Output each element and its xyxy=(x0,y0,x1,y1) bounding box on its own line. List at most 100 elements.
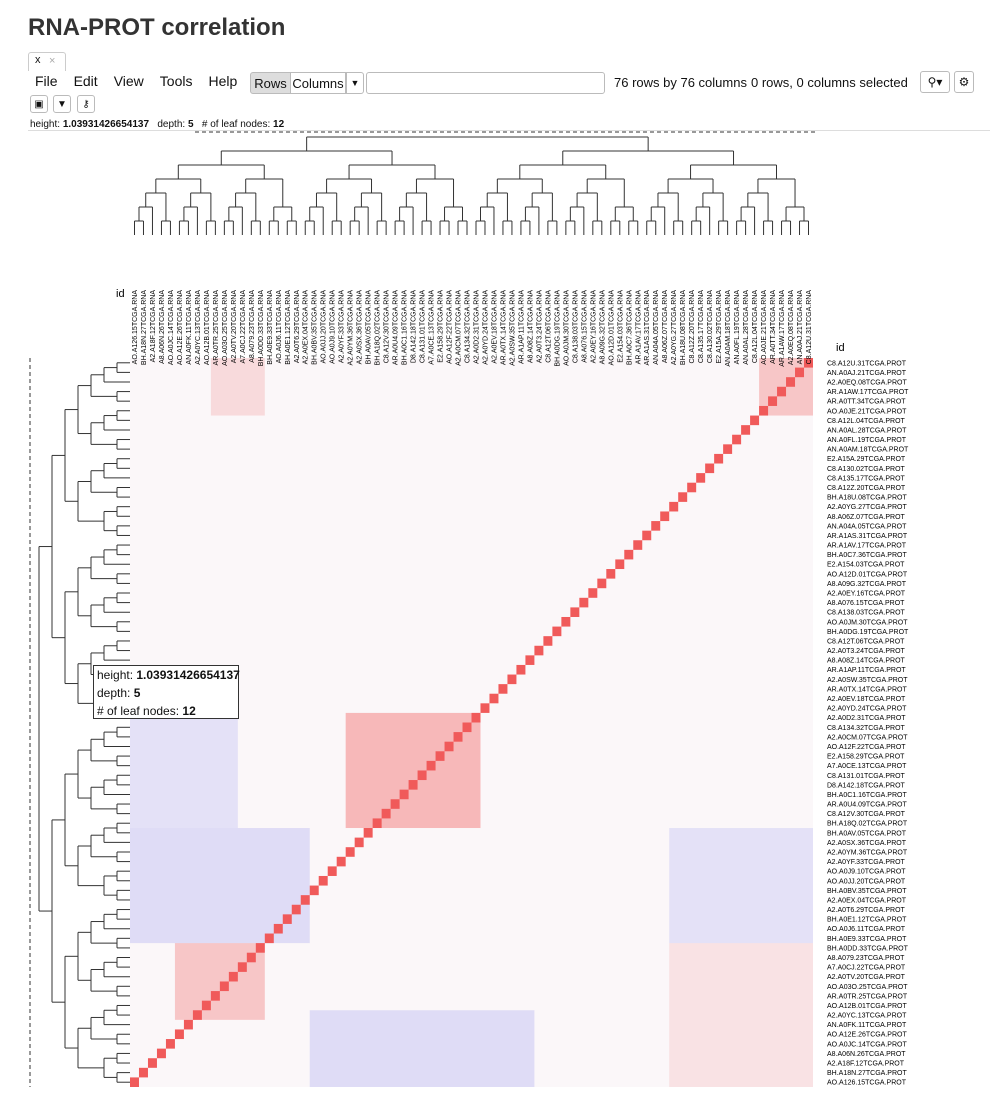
row-label: AR.A1AW.17TCGA.PROT xyxy=(827,389,909,396)
row-label: AR.A0TX.14TCGA.PROT xyxy=(827,686,907,693)
column-label: BH.A0E1.12TCGA.RNA xyxy=(285,290,292,365)
diagonal-cell xyxy=(615,559,625,570)
menu-item[interactable]: Tools xyxy=(159,73,193,89)
heatmap-region xyxy=(345,712,481,829)
menu-item[interactable]: Edit xyxy=(73,73,98,89)
key-button[interactable]: ⚷ xyxy=(77,95,95,113)
column-label: C8.A138.03TCGA.RNA xyxy=(572,290,579,363)
column-label: AO.A12D.01TCGA.RNA xyxy=(608,290,615,366)
diagonal-cell xyxy=(318,875,328,886)
row-label: A2.A0D2.31TCGA.PROT xyxy=(827,715,906,722)
dropdown[interactable]: ▼ xyxy=(346,72,364,94)
row-label: A8.A06N.26TCGA.PROT xyxy=(827,1051,906,1058)
column-label: AO.A0JM.30TCGA.RNA xyxy=(563,290,570,366)
column-label: BH.A0E9.33TCGA.RNA xyxy=(267,290,274,365)
column-label: D8.A142.18TCGA.RNA xyxy=(411,290,418,363)
diagonal-cell xyxy=(471,712,481,723)
info-value: 1.03931426654137 xyxy=(62,119,150,130)
row-label: AR.A0U4.09TCGA.PROT xyxy=(827,802,907,809)
row-label: BH.A0AV.05TCGA.PROT xyxy=(827,830,907,837)
search-input[interactable] xyxy=(366,72,605,94)
diagonal-cell xyxy=(777,386,787,397)
row-label: AR.A0TT.34TCGA.PROT xyxy=(827,399,906,406)
row-label: C8.A12U.31TCGA.PROT xyxy=(827,360,907,367)
diagonal-cell xyxy=(687,482,697,493)
row-label: E2.A158.29TCGA.PROT xyxy=(827,754,905,761)
row-label: E2.A154.03TCGA.PROT xyxy=(827,562,905,569)
column-label: AO.A12B.01TCGA.RNA xyxy=(204,290,211,365)
row-label: AN.A0AM.18TCGA.PROT xyxy=(827,447,909,454)
row-label: A2.A0YG.27TCGA.PROT xyxy=(827,504,907,511)
menu-item[interactable]: File xyxy=(35,73,58,89)
selection: 0 rows, 0 columns selected xyxy=(751,75,908,90)
row-label: AO.A03O.25TCGA.PROT xyxy=(827,984,908,991)
heatmap-region xyxy=(309,1010,535,1087)
row-label: AR.A1AV.17TCGA.PROT xyxy=(827,543,907,550)
row-label: A2.A0EX.04TCGA.PROT xyxy=(827,897,907,904)
row-label: AN.A0FK.11TCGA.PROT xyxy=(827,1022,907,1029)
column-label: A8.A06N.26TCGA.RNA xyxy=(159,290,166,364)
info-value: 5 xyxy=(187,119,194,130)
columns-button[interactable]: Columns xyxy=(290,72,346,94)
column-label: AN.A04A.05TCGA.RNA xyxy=(653,290,660,365)
row-label: AO.A12E.26TCGA.PROT xyxy=(827,1032,907,1039)
diagonal-cell xyxy=(246,952,256,963)
diagonal-cell xyxy=(255,943,265,953)
column-label: A8.A06Z.07TCGA.RNA xyxy=(662,290,669,363)
column-label: AN.A0FL.19TCGA.RNA xyxy=(734,290,741,365)
tooltip: height: 1.03931426654137 depth: 5 # of l… xyxy=(93,665,240,719)
info-label: height: xyxy=(30,119,61,130)
diagonal-cell xyxy=(210,991,220,1001)
row-label: AR.A1AP.11TCGA.PROT xyxy=(827,667,906,674)
diagonal-cell xyxy=(525,655,535,665)
tooltip-label: # of leaf nodes: xyxy=(97,704,180,718)
row-label: A7.A0CJ.22TCGA.PROT xyxy=(827,965,906,972)
menu-item[interactable]: Help xyxy=(208,73,238,89)
tab-label: x xyxy=(35,54,41,66)
diagonal-cell xyxy=(534,645,544,656)
column-label: A8.A09G.32TCGA.RNA xyxy=(599,290,606,365)
row-label: A8.A079.23TCGA.PROT xyxy=(827,955,905,962)
tab[interactable]: x × xyxy=(28,52,66,71)
rows-button[interactable]: Rows xyxy=(250,72,291,94)
menu-item[interactable]: View xyxy=(113,73,144,89)
diagonal-cell xyxy=(633,540,643,550)
diagonal-cell xyxy=(507,674,517,685)
column-label: AR.A1AV.17TCGA.RNA xyxy=(635,290,642,365)
diagonal-cell xyxy=(570,607,580,617)
row-label: AO.A12D.01TCGA.PROT xyxy=(827,571,908,578)
column-label: AR.A1AW.17TCGA.RNA xyxy=(779,290,786,367)
diagonal-cell xyxy=(705,463,715,474)
heatmap-region xyxy=(669,828,813,944)
diagonal-cell xyxy=(606,569,616,579)
row-label: BH.A0BV.35TCGA.PROT xyxy=(827,888,907,895)
column-label: E2.A154.03TCGA.RNA xyxy=(617,290,624,363)
column-label: AN.A0AL.28TCGA.RNA xyxy=(743,290,750,365)
image-button[interactable]: ▣ xyxy=(30,95,48,113)
diagonal-cell xyxy=(282,914,292,924)
row-label: AO.A12F.22TCGA.PROT xyxy=(827,744,906,751)
settings-button[interactable]: ⚙ xyxy=(954,71,974,93)
diagonal-cell xyxy=(561,616,571,627)
column-label: AR.A0TX.14TCGA.RNA xyxy=(500,290,507,365)
column-label: C8.A12L.04TCGA.RNA xyxy=(752,290,759,363)
tab-close[interactable]: × xyxy=(49,55,56,67)
column-label: BH.A0BV.35TCGA.RNA xyxy=(312,290,319,365)
heatmap-region xyxy=(210,358,265,416)
zoom-button[interactable]: ⚲▾ xyxy=(920,71,950,93)
diagonal-cell xyxy=(219,981,229,992)
diagonal-cell xyxy=(372,818,382,829)
diagonal-cell xyxy=(516,664,526,675)
row-label: AO.A0JE.21TCGA.PROT xyxy=(827,408,907,415)
column-label: AO.A03O.25TCGA.RNA xyxy=(222,290,229,366)
column-label: E2.A158.29TCGA.RNA xyxy=(438,290,445,363)
diagonal-cell xyxy=(156,1048,166,1059)
row-label: C8.A131.01TCGA.PROT xyxy=(827,773,906,780)
filter-button[interactable]: ▼ xyxy=(53,95,71,113)
row-label: D8.A142.18TCGA.PROT xyxy=(827,782,906,789)
row-label: A2.A0SX.36TCGA.PROT xyxy=(827,840,907,847)
column-label: A8.A076.15TCGA.RNA xyxy=(581,290,588,363)
tooltip-value: 1.03931426654137 xyxy=(136,668,240,682)
column-label: AO.A12F.22TCGA.RNA xyxy=(447,290,454,364)
row-label: BH.A0C7.36TCGA.PROT xyxy=(827,552,907,559)
